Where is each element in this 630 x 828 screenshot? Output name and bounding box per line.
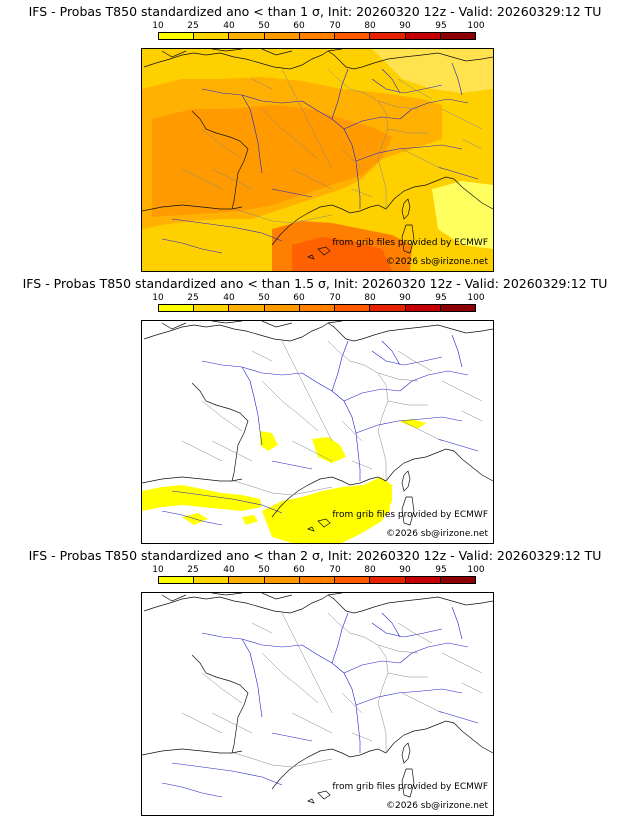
copyright-credit: ©2026 sb@irizone.net [386,529,488,539]
colorbar-swatch [194,305,230,311]
colorbar-swatch [159,33,195,39]
colorbar-swatch [440,305,475,311]
probability-map: from grib files provided by ECMWF ©2026 … [141,320,494,544]
colorbar-swatch [159,305,195,311]
colorbar-label: 25 [187,565,199,575]
colorbar-label: 70 [329,293,341,303]
colorbar-labels: 10 25 40 50 60 70 80 90 95 100 [0,565,630,575]
colorbar-label: 100 [467,293,485,303]
colorbar-label: 25 [187,21,199,31]
probability-map: from grib files provided by ECMWF ©2026 … [141,48,494,272]
colorbar-swatch [440,577,475,583]
colorbar-swatch [370,33,406,39]
colorbar-label: 80 [364,565,376,575]
panel-title: IFS - Probas T850 standardized ano < tha… [28,548,602,563]
colorbar-swatch [194,33,230,39]
colorbar-labels: 10 25 40 50 60 70 80 90 95 100 [0,293,630,303]
source-credit: from grib files provided by ECMWF [332,510,488,520]
colorbar-label: 60 [293,293,305,303]
colorbar-swatch [264,305,300,311]
colorbar-swatch [229,33,265,39]
colorbar-swatch [370,305,406,311]
colorbar-swatch [299,33,336,39]
colorbar-label: 50 [258,21,270,31]
source-credit: from grib files provided by ECMWF [332,782,488,792]
colorbar-label: 40 [223,293,235,303]
colorbar-label: 90 [399,565,411,575]
colorbar-swatch [440,33,475,39]
source-credit: from grib files provided by ECMWF [332,238,488,248]
colorbar-swatch [405,305,441,311]
colorbar-label: 40 [223,21,235,31]
panel-title: IFS - Probas T850 standardized ano < tha… [22,276,608,291]
colorbar-label: 60 [293,565,305,575]
colorbar-label: 10 [152,21,164,31]
colorbar-labels: 10 25 40 50 60 70 80 90 95 100 [0,21,630,31]
colorbar-label: 90 [399,293,411,303]
colorbar [158,32,476,40]
map-panel-2sigma: IFS - Probas T850 standardized ano < tha… [0,548,630,816]
colorbar-swatch [335,577,371,583]
map-panel-1-5sigma: IFS - Probas T850 standardized ano < tha… [0,276,630,544]
colorbar-swatch [335,305,371,311]
colorbar-label: 70 [329,21,341,31]
colorbar-swatch [229,305,265,311]
colorbar-label: 80 [364,21,376,31]
colorbar-swatch [264,33,300,39]
colorbar [158,576,476,584]
colorbar-label: 10 [152,565,164,575]
colorbar-label: 10 [152,293,164,303]
colorbar-label: 100 [467,21,485,31]
colorbar-label: 95 [435,565,447,575]
colorbar-label: 40 [223,565,235,575]
colorbar-swatch [405,33,441,39]
colorbar-label: 25 [187,293,199,303]
colorbar-label: 50 [258,565,270,575]
colorbar-swatch [229,577,265,583]
probability-map: from grib files provided by ECMWF ©2026 … [141,592,494,816]
panel-title: IFS - Probas T850 standardized ano < tha… [28,4,602,19]
map-panel-1sigma: IFS - Probas T850 standardized ano < tha… [0,4,630,272]
copyright-credit: ©2026 sb@irizone.net [386,801,488,811]
colorbar-label: 80 [364,293,376,303]
colorbar [158,304,476,312]
copyright-credit: ©2026 sb@irizone.net [386,257,488,267]
colorbar-swatch [370,577,406,583]
colorbar-label: 95 [435,21,447,31]
colorbar-label: 60 [293,21,305,31]
colorbar-swatch [264,577,300,583]
colorbar-swatch [159,577,195,583]
colorbar-swatch [299,577,336,583]
colorbar-swatch [299,305,336,311]
colorbar-swatch [405,577,441,583]
colorbar-label: 90 [399,21,411,31]
colorbar-label: 50 [258,293,270,303]
colorbar-label: 95 [435,293,447,303]
colorbar-swatch [335,33,371,39]
colorbar-swatch [194,577,230,583]
colorbar-label: 70 [329,565,341,575]
colorbar-label: 100 [467,565,485,575]
